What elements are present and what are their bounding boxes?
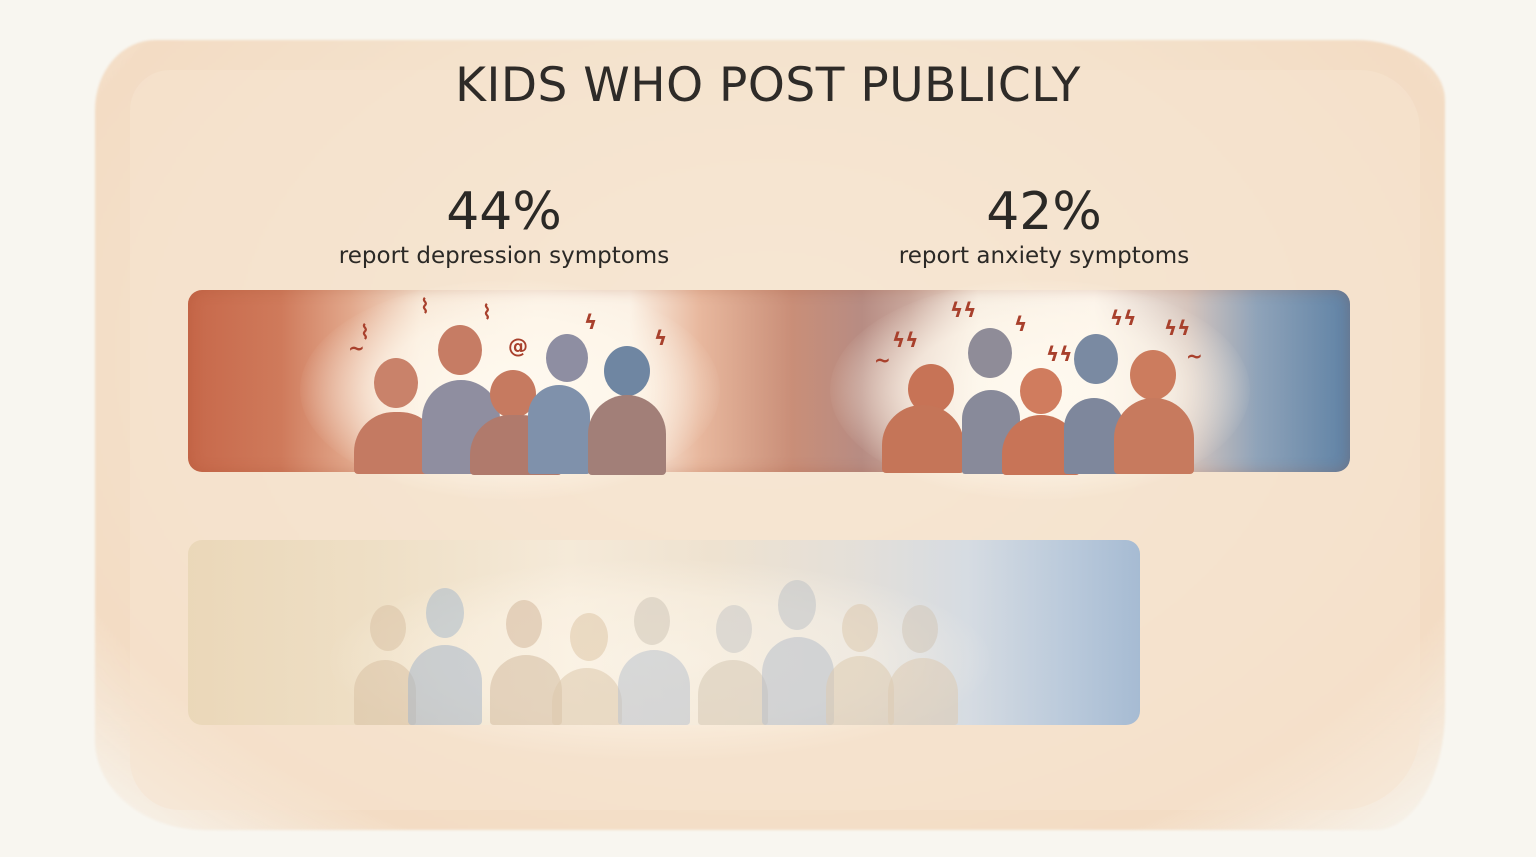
- scribble-icon: ⌇: [360, 320, 370, 344]
- depression-percent: 44%: [446, 182, 562, 242]
- bolt-icon: ϟ: [584, 310, 598, 334]
- bolt-icon: ϟ: [1014, 312, 1028, 336]
- bolt-icon: ϟϟ: [950, 298, 977, 322]
- bolt-icon: ϟϟ: [1110, 306, 1137, 330]
- zigzag-icon: ~: [1186, 344, 1203, 368]
- spiral-icon: @: [508, 334, 528, 358]
- depression-stat: 44% report depression symptoms: [304, 184, 704, 270]
- scribble-icon: ⌇: [420, 294, 430, 318]
- page-title: KIDS WHO POST PUBLICLY: [455, 58, 1081, 113]
- zigzag-icon: ϟ: [654, 326, 668, 350]
- bolt-icon: ϟϟ: [1046, 342, 1073, 366]
- stress-mark-icon: ~: [348, 336, 365, 360]
- squiggle-icon: ⌇: [482, 300, 492, 324]
- bolt-icon: ϟϟ: [892, 328, 919, 352]
- anxiety-stat: 42% report anxiety symptoms: [844, 184, 1244, 270]
- anxiety-label: report anxiety symptoms: [898, 243, 1190, 269]
- bolt-icon: ϟϟ: [1164, 316, 1191, 340]
- anxiety-percent: 42%: [986, 182, 1102, 242]
- zigzag-icon: ~: [874, 348, 891, 372]
- depression-label: report depression symptoms: [338, 243, 670, 269]
